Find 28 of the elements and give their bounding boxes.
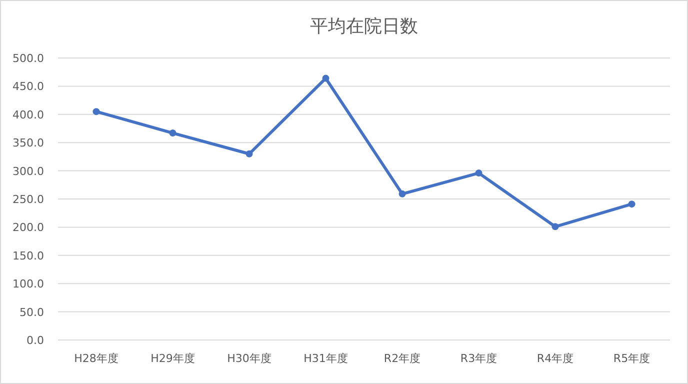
y-tick-label: 200.0: [12, 221, 44, 234]
y-tick-label: 350.0: [12, 136, 44, 150]
x-tick-label: R2年度: [384, 352, 421, 365]
y-tick-label: 400.0: [12, 108, 44, 122]
y-tick-label: 150.0: [12, 249, 44, 262]
y-tick-label: 50.0: [20, 306, 44, 319]
y-tick-label: 0.0: [26, 334, 44, 347]
y-tick-label: 300.0: [12, 164, 44, 178]
x-tick-label: H28年度: [74, 352, 118, 365]
y-tick-label: 500.0: [12, 52, 44, 65]
point: [322, 74, 330, 82]
y-tick-label: 250.0: [12, 193, 44, 206]
x-tick-label: R5年度: [613, 352, 650, 365]
x-tick-label: R3年度: [460, 352, 498, 365]
point: [475, 170, 482, 177]
y-tick-label: 450.0: [12, 80, 44, 94]
x-tick-label: H29年度: [150, 352, 195, 365]
x-tick-label: H31年度: [304, 352, 348, 365]
x-tick-label: H30年度: [227, 352, 272, 365]
point: [628, 200, 636, 208]
point: [92, 108, 100, 116]
title: 平均在院日数: [310, 16, 418, 37]
x-tick-label: R4年度: [536, 352, 574, 365]
point: [398, 190, 406, 198]
point: [169, 130, 176, 137]
point: [246, 150, 253, 158]
y-tick-label: 100.0: [12, 278, 44, 291]
point: [552, 223, 559, 230]
